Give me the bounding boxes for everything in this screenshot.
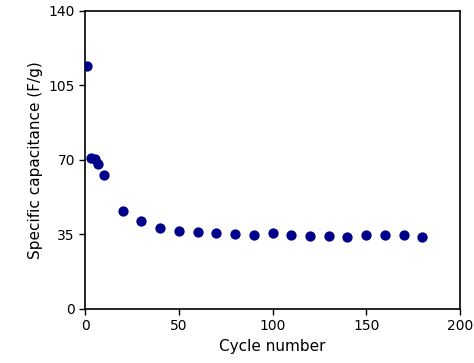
Point (325, 233, 332, 239)
Point (250, 232, 257, 238)
Point (175, 228, 182, 234)
Point (344, 234, 351, 240)
Point (306, 233, 314, 239)
Y-axis label: Specific capacitance (F/g): Specific capacitance (F/g) (28, 61, 43, 258)
Point (212, 230, 220, 236)
Point (119, 208, 127, 214)
X-axis label: Cycle number: Cycle number (219, 339, 326, 354)
Point (381, 232, 389, 238)
Point (100, 172, 108, 178)
Point (269, 230, 276, 236)
Point (419, 234, 426, 240)
Point (83, 63, 91, 69)
Point (156, 225, 164, 231)
Point (95, 161, 102, 167)
Point (287, 232, 295, 238)
Point (231, 231, 239, 237)
Point (362, 232, 370, 238)
Point (137, 219, 145, 224)
Point (91, 156, 99, 162)
Point (194, 229, 201, 235)
Point (87, 155, 95, 160)
Point (400, 232, 407, 238)
